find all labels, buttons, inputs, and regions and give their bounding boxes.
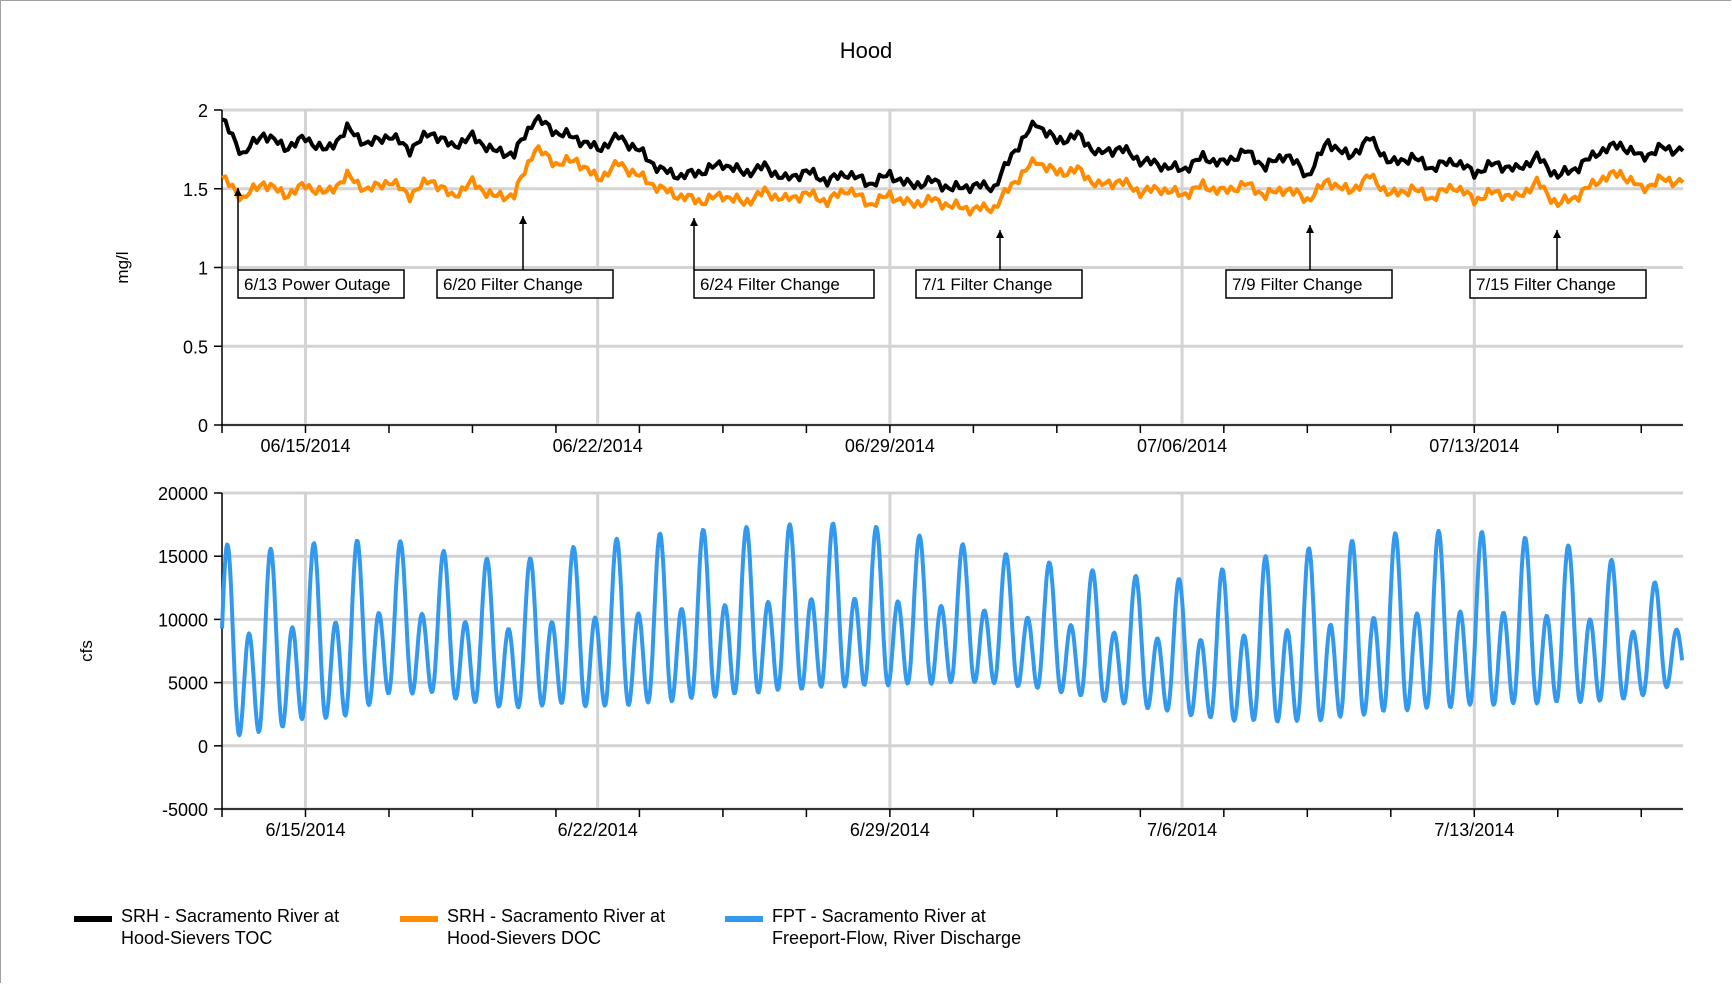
- legend-label-line: Freeport-Flow, River Discharge: [772, 928, 1022, 948]
- legend-label-line: Hood-Sievers TOC: [121, 928, 273, 948]
- x-tick-label: 6/29/2014: [850, 820, 930, 840]
- annotation-box: [693, 269, 875, 299]
- annotation-label: 6/20 Filter Change: [443, 275, 583, 294]
- annotation-label: 7/1 Filter Change: [922, 275, 1052, 294]
- x-tick-label: 06/15/2014: [260, 436, 350, 456]
- legend-label: SRH - Sacramento River at Hood-Sievers TO…: [121, 905, 421, 949]
- annotation-arrowhead: [690, 218, 698, 226]
- annotation-box: [237, 269, 405, 299]
- legend-swatch: [400, 916, 438, 922]
- annotation-box: [1469, 269, 1647, 299]
- annotation-label: 7/15 Filter Change: [1476, 275, 1616, 294]
- x-tick-label: 7/13/2014: [1434, 820, 1514, 840]
- legend-swatch: [74, 916, 112, 922]
- legend-label-line: SRH - Sacramento River at: [447, 906, 666, 926]
- y-tick-label: 0: [198, 416, 208, 436]
- annotation-label: 6/24 Filter Change: [700, 275, 840, 294]
- y-tick-label: 10000: [158, 610, 208, 630]
- chart-title: Hood: [839, 38, 893, 63]
- y-tick-label: 2: [198, 101, 208, 121]
- y-tick-label: 20000: [158, 484, 208, 504]
- annotation-box: [1225, 269, 1393, 299]
- annotation-box: [436, 269, 614, 299]
- annotation-label: 6/13 Power Outage: [244, 275, 390, 294]
- annotation-arrowhead: [1553, 230, 1561, 238]
- x-tick-label: 6/22/2014: [558, 820, 638, 840]
- legend-item: FPT - Sacramento River at Freeport-Flow, …: [725, 905, 1072, 949]
- x-tick-label: 06/29/2014: [845, 436, 935, 456]
- y-tick-label: 0: [198, 737, 208, 757]
- legend-label: FPT - Sacramento River at Freeport-Flow, …: [772, 905, 1072, 949]
- legend-label-line: SRH - Sacramento River at: [121, 906, 340, 926]
- x-tick-label: 07/06/2014: [1137, 436, 1227, 456]
- legend-label: SRH - Sacramento River at Hood-Sievers DO…: [447, 905, 747, 949]
- legend-swatch: [725, 916, 763, 922]
- annotation-arrowhead: [519, 216, 527, 224]
- series-line: [220, 521, 1685, 738]
- x-tick-label: 07/13/2014: [1429, 436, 1519, 456]
- y-axis-label: mg/l: [113, 251, 132, 283]
- legend-label-line: FPT - Sacramento River at: [772, 906, 986, 926]
- legend-item: SRH - Sacramento River at Hood-Sievers TO…: [74, 905, 421, 949]
- y-tick-label: 15000: [158, 547, 208, 567]
- annotation-label: 7/9 Filter Change: [1232, 275, 1362, 294]
- x-tick-label: 7/6/2014: [1147, 820, 1217, 840]
- annotation-arrowhead: [996, 230, 1004, 238]
- x-tick-label: 06/22/2014: [553, 436, 643, 456]
- series-line: [221, 144, 1685, 217]
- annotation-arrowhead: [234, 188, 242, 196]
- annotation-arrowhead: [1306, 225, 1314, 233]
- y-tick-label: 1: [198, 259, 208, 279]
- x-tick-label: 6/15/2014: [265, 820, 345, 840]
- legend-item: SRH - Sacramento River at Hood-Sievers DO…: [400, 905, 747, 949]
- series-line: [221, 114, 1685, 195]
- annotation-box: [915, 269, 1083, 299]
- legend-label-line: Hood-Sievers DOC: [447, 928, 602, 948]
- y-tick-label: -5000: [162, 800, 208, 820]
- y-tick-label: 0.5: [183, 337, 208, 357]
- y-tick-label: 5000: [168, 674, 208, 694]
- y-tick-label: 1.5: [183, 180, 208, 200]
- y-axis-label: cfs: [77, 640, 96, 662]
